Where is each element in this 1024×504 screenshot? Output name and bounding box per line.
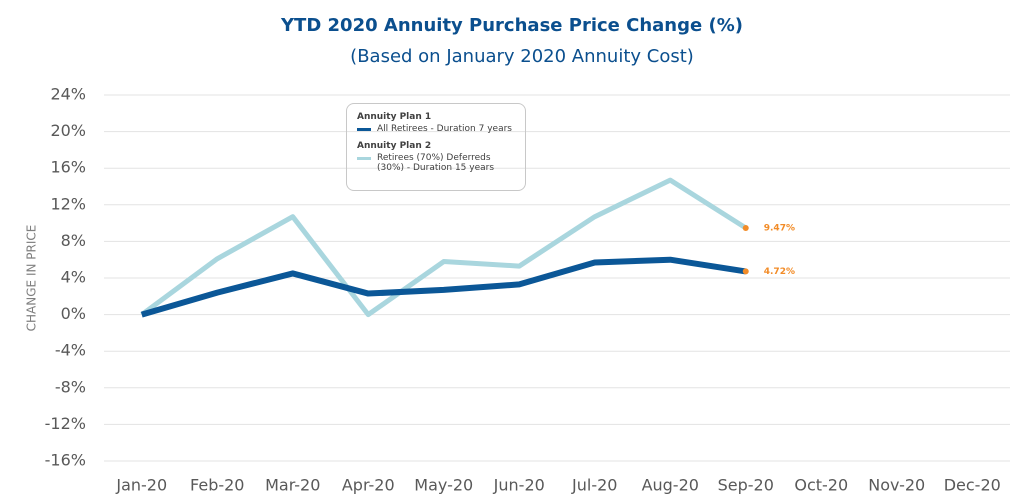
legend-swatch xyxy=(357,128,371,131)
x-tick-label: May-20 xyxy=(414,476,473,495)
grid xyxy=(104,94,1010,462)
x-tick-label: Sep-20 xyxy=(718,476,774,495)
legend-label: All Retirees - Duration 7 years xyxy=(377,124,512,134)
y-tick-label: 8% xyxy=(61,231,86,250)
y-tick-label: -16% xyxy=(45,451,86,470)
y-tick-label: -4% xyxy=(55,341,86,360)
legend-group-title: Annuity Plan 2 xyxy=(357,141,432,151)
y-tick-label: 20% xyxy=(50,121,86,140)
y-tick-label: 16% xyxy=(50,158,86,177)
end-point xyxy=(742,224,749,231)
x-tick-label: Dec-20 xyxy=(944,476,1001,495)
series-line xyxy=(140,256,747,318)
chart-title: YTD 2020 Annuity Purchase Price Change (… xyxy=(280,15,743,36)
x-tick-label: Feb-20 xyxy=(190,476,244,495)
x-tick-label: Oct-20 xyxy=(794,476,848,495)
y-tick-label: 4% xyxy=(61,268,86,287)
x-tick-label: Nov-20 xyxy=(868,476,925,495)
chart-subtitle: (Based on January 2020 Annuity Cost) xyxy=(350,46,694,67)
legend-item: All Retirees - Duration 7 years xyxy=(357,124,515,134)
y-axis-label: CHANGE IN PRICE xyxy=(25,225,39,332)
y-tick-label: 12% xyxy=(50,194,86,213)
legend-group-title: Annuity Plan 1 xyxy=(357,112,432,122)
legend-swatch xyxy=(357,157,371,160)
x-tick-label: Jan-20 xyxy=(115,476,167,495)
value-label: 9.47% xyxy=(764,223,795,233)
series-line xyxy=(140,177,748,318)
legend-label: Retirees (70%) Deferreds (30%) - Duratio… xyxy=(377,153,495,173)
x-tick-label: Apr-20 xyxy=(342,476,395,495)
legend-item: Retirees (70%) Deferreds (30%) - Duratio… xyxy=(357,153,515,173)
x-tick-label: Jul-20 xyxy=(571,476,617,495)
x-tick-label: Aug-20 xyxy=(642,476,699,495)
value-label: 4.72% xyxy=(764,267,795,277)
y-tick-label: 24% xyxy=(50,85,86,104)
x-tick-label: Mar-20 xyxy=(265,476,320,495)
legend: Annuity Plan 1 All Retirees - Duration 7 … xyxy=(346,103,526,191)
end-point xyxy=(742,268,749,275)
y-tick-label: -12% xyxy=(45,414,86,433)
y-tick-label: -8% xyxy=(55,377,86,396)
x-tick-label: Jun-20 xyxy=(493,476,545,495)
y-tick-label: 0% xyxy=(61,304,86,323)
